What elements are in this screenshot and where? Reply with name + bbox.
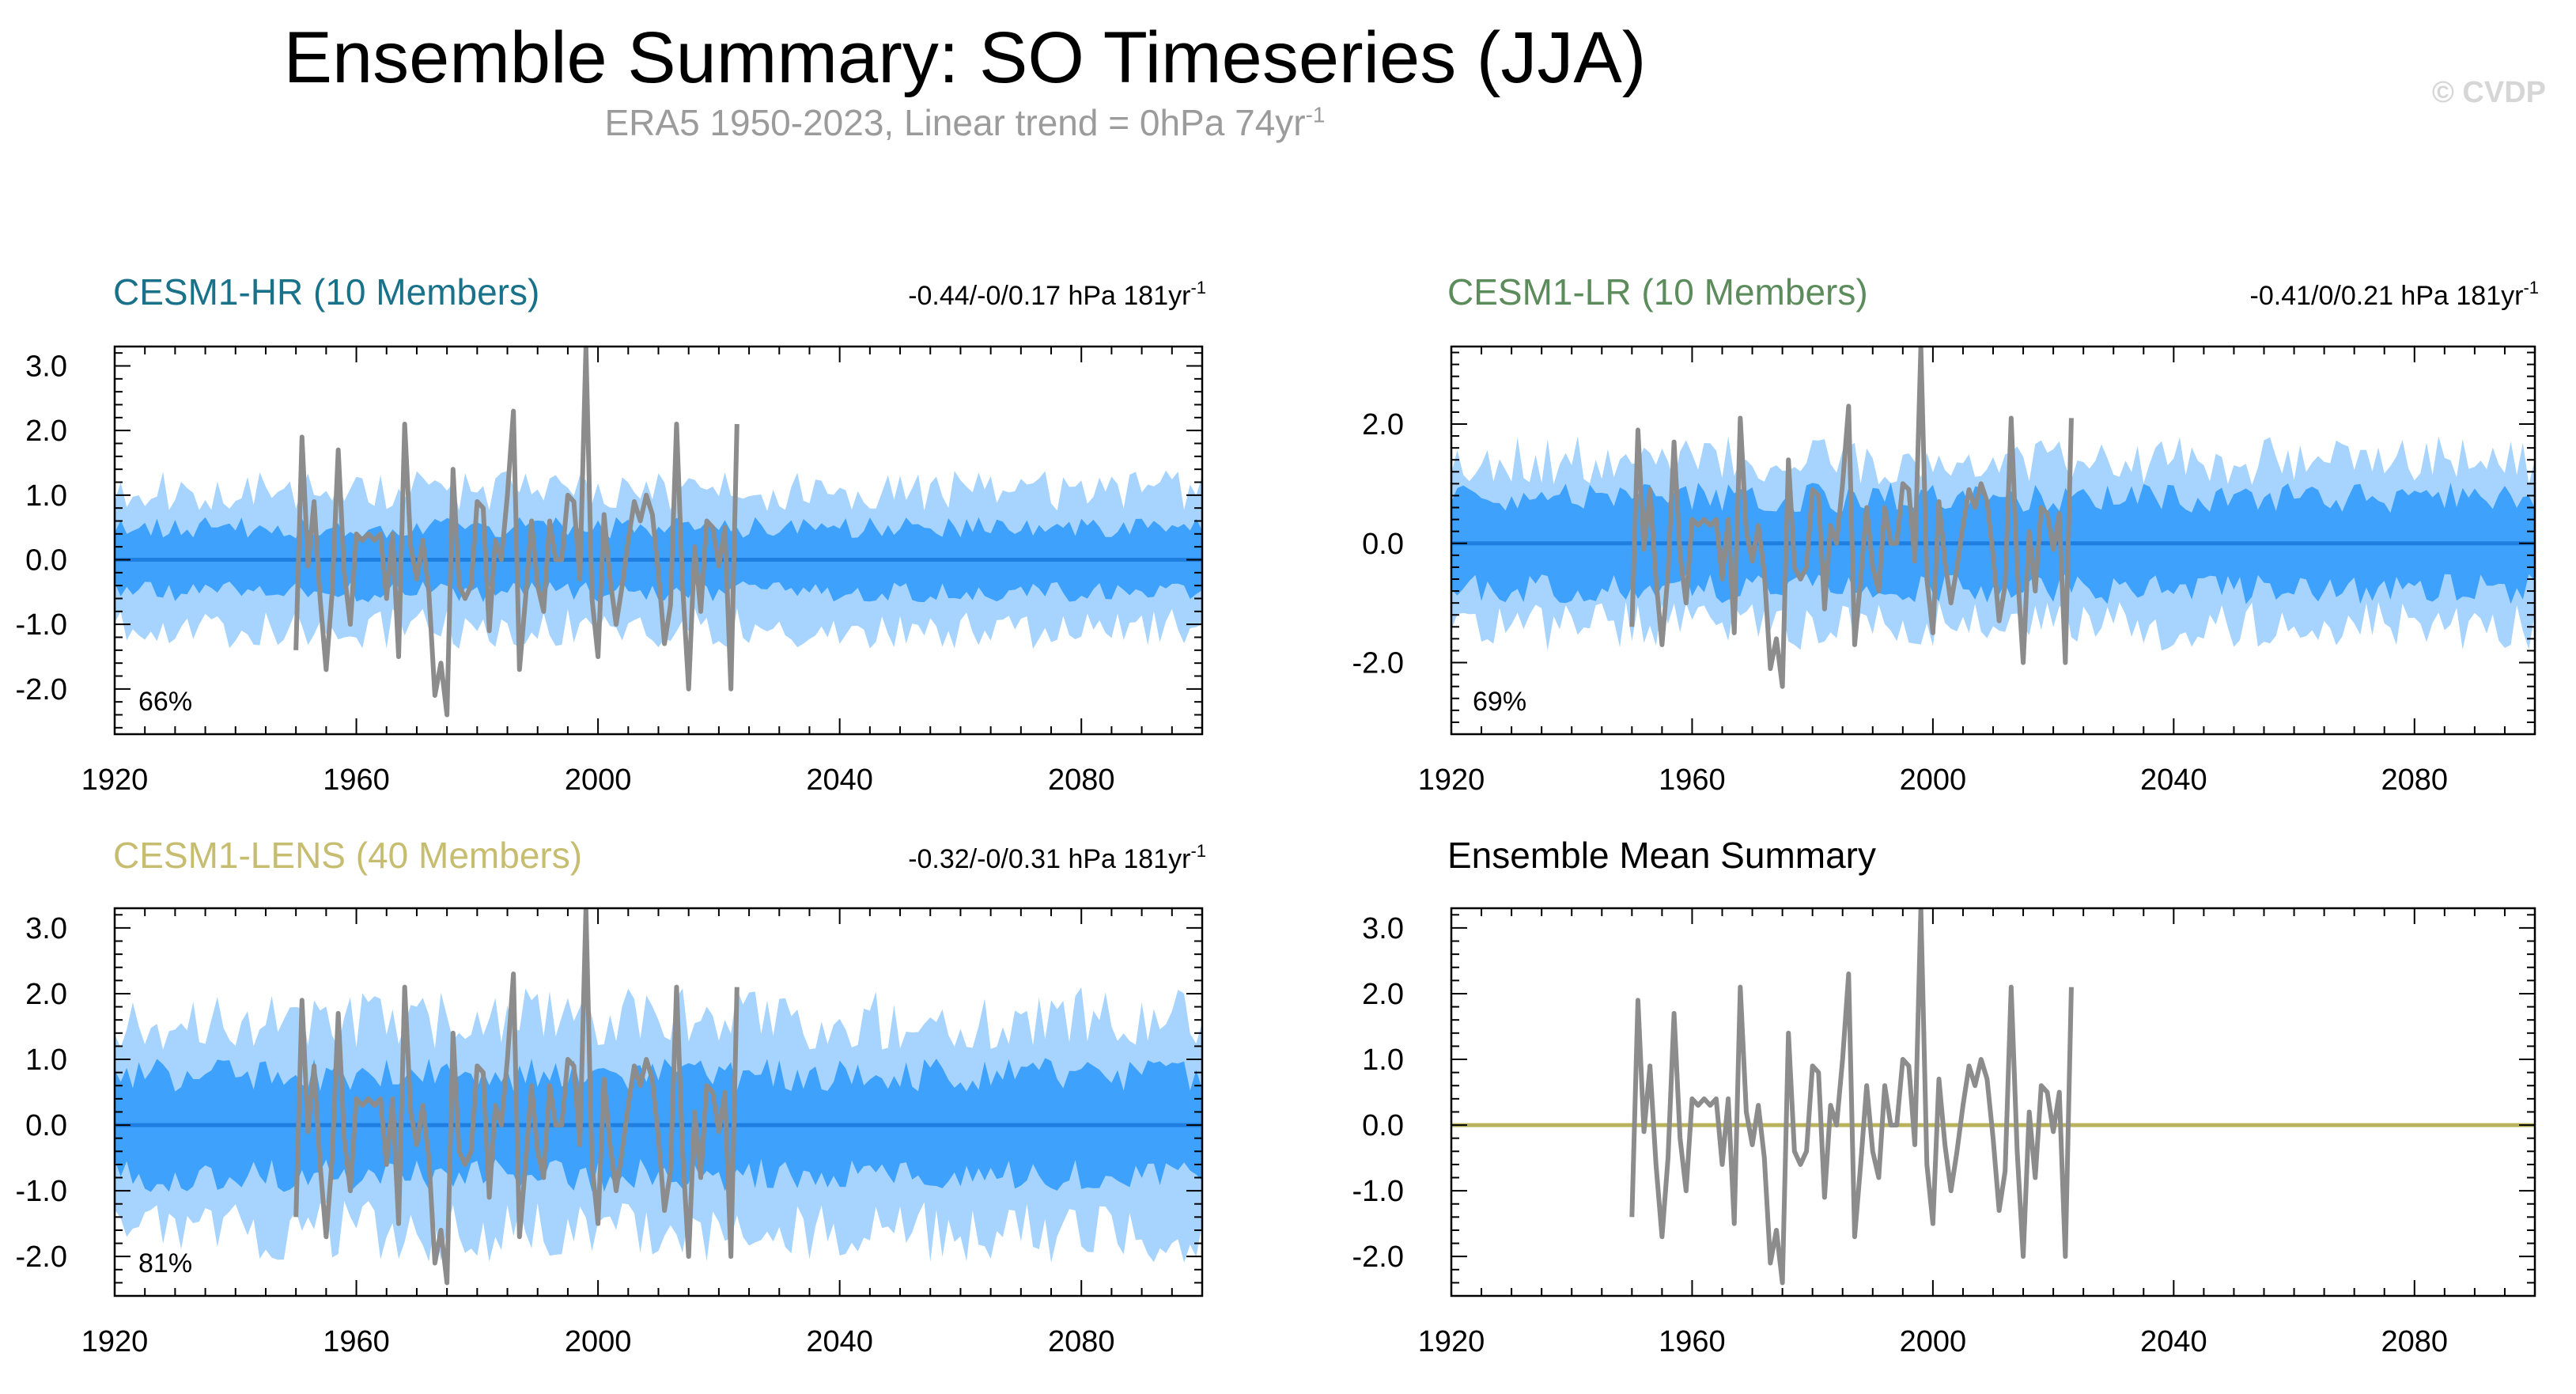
y-tick-label: -1.0 bbox=[16, 608, 67, 642]
y-tick-label: 1.0 bbox=[1362, 1044, 1404, 1077]
subtitle-unit-exponent: -1 bbox=[1305, 102, 1326, 127]
x-tick-label: 2000 bbox=[1900, 1325, 1967, 1358]
panel-lens: CESM1-LENS (40 Members) -0.32/-0/0.31 hPa… bbox=[16, 835, 1206, 1358]
x-tick-label: 2000 bbox=[1900, 763, 1967, 797]
x-tick-label: 2080 bbox=[2381, 1325, 2449, 1358]
y-tick-label: -1.0 bbox=[16, 1175, 67, 1208]
panel-percent-lens: 81% bbox=[138, 1248, 192, 1278]
panel-stat-lens: -0.32/-0/0.31 hPa 181yr-1 bbox=[908, 841, 1206, 874]
x-tick-label: 2040 bbox=[806, 763, 873, 797]
plot-area-hr bbox=[115, 347, 1202, 718]
x-tick-label: 2040 bbox=[806, 1325, 873, 1358]
page-title: Ensemble Summary: SO Timeseries (JJA) bbox=[283, 17, 1647, 98]
y-tick-label: -2.0 bbox=[1352, 647, 1404, 680]
panel-lr: CESM1-LR (10 Members) -0.41/0/0.21 hPa 18… bbox=[1352, 271, 2539, 797]
plot-area-lens bbox=[115, 908, 1202, 1286]
x-tick-label: 1920 bbox=[81, 763, 149, 797]
era5-obs-line bbox=[1629, 908, 2074, 1286]
x-tick-label: 1960 bbox=[323, 1325, 390, 1358]
y-tick-label: 1.0 bbox=[25, 1044, 67, 1077]
y-tick-label: 2.0 bbox=[25, 978, 67, 1011]
y-tick-label: -2.0 bbox=[16, 673, 67, 706]
x-tick-label: 1920 bbox=[81, 1325, 149, 1358]
x-tick-label: 1960 bbox=[323, 763, 390, 797]
y-tick-label: 3.0 bbox=[1362, 912, 1404, 945]
x-tick-label: 2040 bbox=[2140, 1325, 2207, 1358]
panel-title-summary: Ensemble Mean Summary bbox=[1447, 835, 1876, 876]
plot-area-summary bbox=[1451, 908, 2535, 1286]
page-subtitle: ERA5 1950-2023, Linear trend = 0hPa 74yr… bbox=[0, 101, 1930, 144]
y-tick-label: 2.0 bbox=[1362, 408, 1404, 441]
era5-obs-line bbox=[1629, 347, 2074, 689]
panel-title-hr: CESM1-HR (10 Members) bbox=[113, 271, 539, 313]
y-tick-label: 0.0 bbox=[1362, 1109, 1404, 1142]
panel-stat-hr: -0.44/-0/0.17 hPa 181yr-1 bbox=[908, 278, 1206, 311]
y-tick-label: 2.0 bbox=[1362, 978, 1404, 1011]
y-tick-label: 2.0 bbox=[25, 415, 67, 448]
y-tick-label: -2.0 bbox=[16, 1241, 67, 1274]
copyright-watermark: © CVDP bbox=[2431, 76, 2546, 109]
x-tick-label: 2000 bbox=[565, 763, 632, 797]
x-tick-label: 1960 bbox=[1659, 1325, 1726, 1358]
panel-title-lr: CESM1-LR (10 Members) bbox=[1447, 271, 1868, 313]
era5-obs-line bbox=[293, 908, 740, 1286]
panel-percent-lr: 69% bbox=[1473, 687, 1526, 717]
x-tick-label: 2040 bbox=[2140, 763, 2207, 797]
x-tick-label: 1920 bbox=[1418, 1325, 1485, 1358]
y-tick-label: 0.0 bbox=[1362, 528, 1404, 561]
y-tick-label: 0.0 bbox=[25, 1109, 67, 1142]
y-tick-label: 0.0 bbox=[25, 544, 67, 578]
panel-stat-lr: -0.41/0/0.21 hPa 181yr-1 bbox=[2250, 278, 2539, 311]
plot-frame-summary bbox=[1450, 907, 2536, 1297]
panel-hr: CESM1-HR (10 Members) -0.44/-0/0.17 hPa 1… bbox=[16, 271, 1206, 797]
y-tick-label: 1.0 bbox=[25, 479, 67, 513]
x-tick-label: 2080 bbox=[1048, 763, 1115, 797]
x-tick-label: 2000 bbox=[565, 1325, 632, 1358]
y-tick-label: 3.0 bbox=[25, 350, 67, 384]
x-tick-label: 1960 bbox=[1659, 763, 1726, 797]
plot-area-lr bbox=[1451, 347, 2535, 689]
panel-summary: Ensemble Mean Summary 1920 1960 2000 2040 208… bbox=[1352, 835, 2536, 1358]
y-tick-label: 3.0 bbox=[25, 912, 67, 945]
y-tick-label: -2.0 bbox=[1352, 1241, 1404, 1274]
y-tick-label: -1.0 bbox=[1352, 1175, 1404, 1208]
x-tick-label: 2080 bbox=[2381, 763, 2449, 797]
panel-percent-hr: 66% bbox=[138, 687, 192, 717]
subtitle-text: ERA5 1950-2023, Linear trend = 0hPa 74yr bbox=[604, 102, 1306, 143]
era5-obs-line bbox=[293, 347, 740, 718]
x-tick-label: 2080 bbox=[1048, 1325, 1115, 1358]
panel-title-lens: CESM1-LENS (40 Members) bbox=[113, 835, 582, 876]
x-tick-label: 1920 bbox=[1418, 763, 1485, 797]
